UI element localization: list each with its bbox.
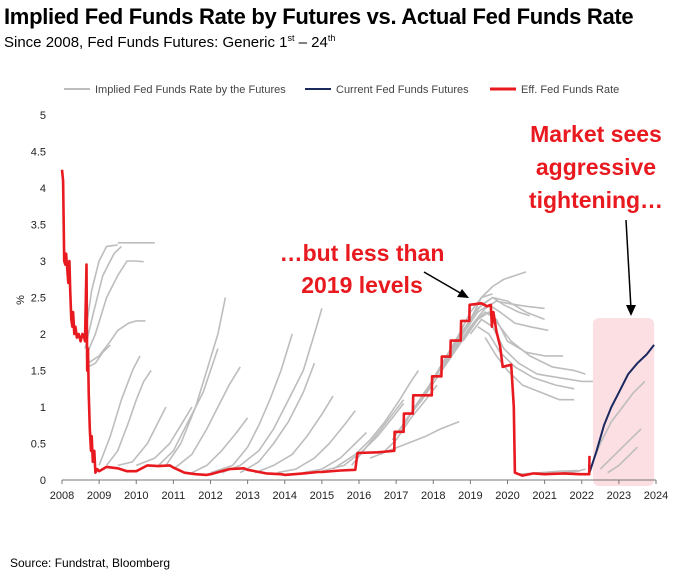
implied-curve-line — [84, 245, 122, 349]
x-tick-label: 2023 — [607, 490, 631, 502]
x-tick-label: 2011 — [162, 490, 186, 502]
y-tick-label: 1.5 — [31, 366, 46, 378]
current-futures-line — [588, 344, 655, 474]
annotation-2019-text: 2019 levels — [301, 272, 423, 298]
implied-curve-line — [254, 395, 334, 474]
x-tick-label: 2022 — [570, 490, 594, 502]
implied-curve-line — [87, 320, 146, 364]
annotation-tightening: Market sees aggressive tightening… — [529, 121, 663, 316]
implied-curve-line — [136, 406, 193, 467]
x-tick-label: 2009 — [87, 490, 111, 502]
implied-curve-line — [588, 380, 646, 472]
x-tick-label: 2017 — [384, 490, 408, 502]
chart-title: Implied Fed Funds Rate by Futures vs. Ac… — [4, 4, 634, 29]
annotation-2019-arrow — [423, 271, 463, 295]
implied-curve-line — [563, 468, 586, 474]
legend-item: Implied Fed Funds Rate by the Futures — [64, 84, 286, 96]
subtitle-text: Since 2008, Fed Funds Futures: Generic 1 — [4, 34, 288, 51]
x-tick-label: 2012 — [198, 490, 222, 502]
y-tick-label: 2 — [40, 329, 46, 341]
implied-curve-line — [303, 432, 367, 474]
implied-curve-line — [85, 260, 144, 357]
y-tick-label: 0.5 — [31, 439, 46, 451]
y-tick-label: 5 — [40, 110, 46, 122]
implied-curve-line — [332, 370, 420, 470]
y-tick-label: 1 — [40, 402, 46, 414]
implied-curve-line — [421, 296, 545, 397]
x-tick-label: 2010 — [124, 490, 148, 502]
x-tick-label: 2024 — [644, 490, 668, 502]
implied-curve-line — [210, 333, 293, 474]
implied-curve-line — [172, 366, 241, 470]
subtitle-superscript-2: th — [327, 33, 336, 43]
implied-curve-line — [484, 337, 575, 401]
x-tick-label: 2013 — [235, 490, 259, 502]
implied-curve-line — [105, 370, 152, 466]
source-note: Source: Fundstrat, Bloomberg — [10, 556, 171, 570]
implied-curve-line — [607, 446, 638, 474]
legend-item: Current Fed Funds Futures — [305, 84, 469, 96]
annotation-2019-arrowhead — [457, 289, 469, 298]
y-tick-label: 4.5 — [31, 147, 46, 159]
annotation-tightening-arrow — [625, 219, 632, 310]
implied-curve-line — [98, 355, 141, 466]
annotation-tightening-text: Market sees — [530, 121, 662, 147]
y-tick-label: 3 — [40, 256, 46, 268]
legend-label: Implied Fed Funds Rate by the Futures — [95, 84, 286, 96]
x-tick-label: 2008 — [50, 490, 74, 502]
x-tick-label: 2019 — [458, 490, 482, 502]
x-tick-label: 2020 — [495, 490, 519, 502]
annotation-tightening-text: aggressive — [536, 154, 656, 180]
implied-curve-line — [462, 311, 586, 375]
highlight-region — [592, 318, 655, 486]
x-tick-label: 2015 — [310, 490, 334, 502]
implied-curve-line — [165, 297, 227, 466]
chart-plot: 0 0.5 1 1.5 2 2.5 3 3.5 4 4.5 5% 2008 2009 2010 2011 20… — [15, 84, 668, 502]
legend-label: Eff. Fed Funds Rate — [521, 84, 619, 96]
y-tick-label: 3.5 — [31, 220, 46, 232]
subtitle-superscript-1: st — [287, 33, 295, 43]
y-tick-label: 0 — [40, 475, 46, 487]
implied-curve-line — [391, 318, 479, 441]
implied-curve-line — [191, 417, 249, 474]
annotation-2019: …but less than 2019 levels — [280, 240, 469, 298]
implied-curve-line — [221, 308, 323, 474]
x-tick-label: 2016 — [347, 490, 371, 502]
annotation-tightening-text: tightening… — [529, 187, 663, 213]
implied-curve-line — [117, 406, 167, 467]
annotation-tightening-arrowhead — [626, 305, 636, 316]
implied-curve-line — [239, 362, 316, 474]
y-tick-label: 4 — [40, 183, 46, 195]
x-tick-label: 2021 — [532, 490, 556, 502]
implied-curve-line — [477, 326, 575, 390]
implied-curve-line — [469, 318, 593, 383]
implied-curve-line — [87, 344, 111, 368]
implied-curve-line — [83, 244, 118, 342]
implied-curve-line — [157, 348, 219, 466]
chart-subtitle: Since 2008, Fed Funds Futures: Generic 1… — [4, 33, 335, 51]
y-tick-label: 2.5 — [31, 293, 46, 305]
implied-curve-line — [447, 304, 549, 357]
implied-curve-line — [277, 410, 356, 474]
effective-rate-line — [60, 169, 591, 477]
x-tick-label: 2014 — [273, 490, 297, 502]
y-axis-label: % — [15, 295, 27, 305]
annotation-2019-text: …but less than — [280, 240, 445, 266]
x-tick-label: 2018 — [421, 490, 445, 502]
legend-label: Current Fed Funds Futures — [336, 84, 469, 96]
implied-curve-line — [599, 428, 642, 470]
subtitle-mid: – 24 — [294, 34, 328, 51]
legend-item: Eff. Fed Funds Rate — [490, 84, 619, 96]
